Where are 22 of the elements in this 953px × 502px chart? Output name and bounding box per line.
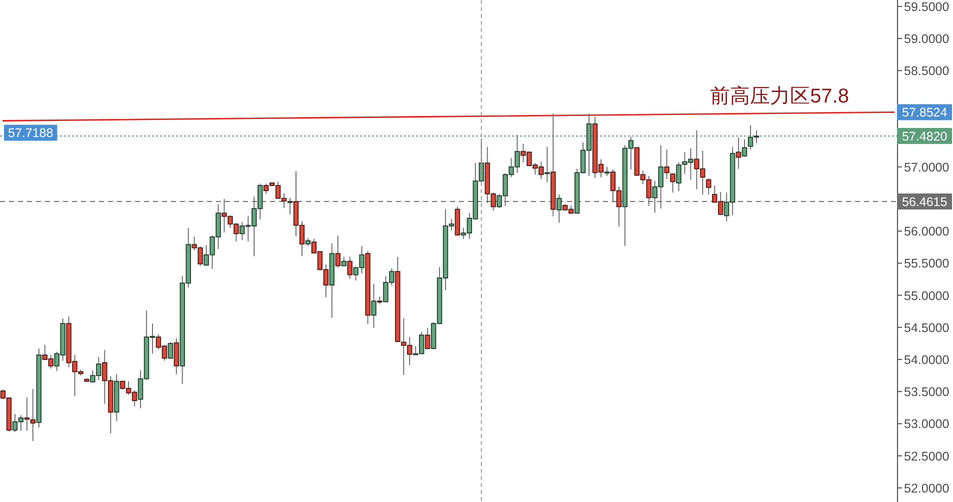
- y-tick-label: 59.0000: [904, 32, 950, 46]
- y-tick-label: 53.5000: [904, 385, 950, 400]
- annotation: 前高压力区57.8: [710, 84, 849, 108]
- y-tick-label: 58.5000: [904, 64, 950, 78]
- ref-line-label: 57.4820: [902, 129, 948, 144]
- data-label: 57.8524: [902, 106, 948, 120]
- price-tag: 56.4615: [897, 193, 952, 210]
- y-tick-label: 52.5000: [904, 449, 950, 464]
- y-tick-label: 56.0000: [904, 224, 950, 239]
- price-tag: 57.8524: [897, 104, 952, 120]
- price-tag: 57.4820: [897, 128, 952, 144]
- ref-line-label: 56.4615: [902, 194, 948, 209]
- y-tick-label: 55.0000: [904, 288, 950, 303]
- y-tick-label: 55.5000: [904, 256, 950, 271]
- data-label: 57.7188: [8, 126, 54, 140]
- price-tag: 57.7188: [4, 124, 58, 141]
- y-tick-label: 59.5000: [904, 0, 950, 14]
- y-tick-label: 54.5000: [904, 320, 950, 335]
- y-tick-label: 54.0000: [904, 352, 950, 367]
- y-tick-label: 57.0000: [904, 160, 950, 174]
- y-tick-label: 52.0000: [904, 481, 950, 496]
- y-tick-label: 53.0000: [904, 417, 950, 432]
